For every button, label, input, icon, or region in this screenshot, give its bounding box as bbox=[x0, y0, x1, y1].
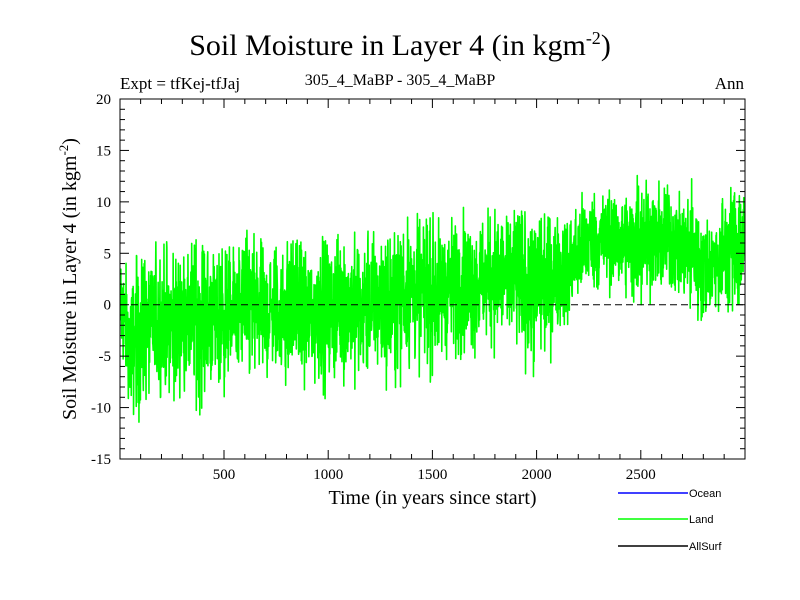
experiment-label: Expt = tfKej-tfJaj bbox=[120, 74, 241, 93]
x-tick-label: 500 bbox=[213, 467, 236, 483]
legend-label-allsurf: AllSurf bbox=[689, 541, 722, 553]
period-label: Ann bbox=[714, 74, 744, 93]
legend-label-land: Land bbox=[689, 514, 713, 526]
y-tick-label: 20 bbox=[96, 92, 111, 108]
y-axis-label-main: Soil Moisture in Layer 4 (in kgm bbox=[59, 155, 81, 420]
y-axis-label: Soil Moisture in Layer 4 (in kgm-2) bbox=[56, 138, 81, 420]
chart-title: Soil Moisture in Layer 4 (in kgm-2) bbox=[0, 28, 800, 63]
x-tick-label: 2500 bbox=[626, 467, 656, 483]
y-tick-label: 10 bbox=[96, 195, 111, 211]
y-tick-label: -10 bbox=[91, 401, 111, 417]
chart-title-close: ) bbox=[600, 29, 611, 62]
x-axis-label: Time (in years since start) bbox=[328, 487, 536, 509]
y-axis-label-close: ) bbox=[59, 138, 81, 145]
y-tick-label: 0 bbox=[104, 298, 112, 314]
y-axis-label-exponent: -2 bbox=[56, 145, 71, 156]
chart-title-text: Soil Moisture in Layer 4 (in kgm bbox=[189, 29, 586, 62]
legend-label-ocean: Ocean bbox=[689, 488, 721, 500]
y-tick-label: -5 bbox=[99, 349, 112, 365]
y-tick-label: 15 bbox=[96, 143, 111, 159]
run-label: 305_4_MaBP - 305_4_MaBP bbox=[304, 72, 496, 89]
series-line-land bbox=[120, 174, 745, 423]
x-tick-label: 1500 bbox=[417, 467, 447, 483]
x-tick-label: 2000 bbox=[522, 467, 552, 483]
x-tick-label: 1000 bbox=[313, 467, 343, 483]
y-tick-label: 5 bbox=[104, 246, 112, 262]
chart-title-exponent: -2 bbox=[585, 28, 601, 48]
y-tick-label: -15 bbox=[91, 452, 111, 468]
